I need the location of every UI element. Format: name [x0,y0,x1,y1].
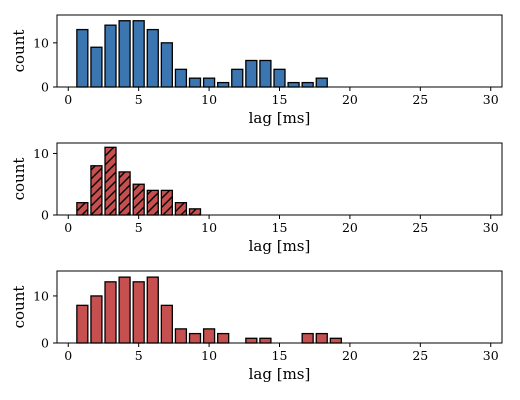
bar [160,304,173,344]
y-axis-label: count [10,30,28,73]
x-axis-label: lag [ms] [249,237,311,255]
bar [90,46,103,88]
bar [160,42,173,88]
bar [301,81,314,88]
bar [231,68,244,88]
x-axis-label: lag [ms] [249,365,311,383]
bar [118,276,131,344]
bar [76,28,89,88]
bar [217,81,230,88]
bar [146,276,159,344]
x-tick-label: 20 [342,220,358,235]
bar [188,332,202,344]
x-axis-label: lag [ms] [249,109,311,127]
bar [104,281,117,344]
y-tick-label: 0 [41,208,49,223]
bar-hatch [76,202,88,215]
bar [146,28,159,88]
x-tick-label: 0 [64,92,72,107]
histogram-panel-3: 0 5 10 15 20 25 30 0 10 lag [ms] count [10,270,503,383]
bar [315,332,328,344]
x-tick-label: 15 [272,220,288,235]
bar-hatch [175,202,187,215]
x-tick-label: 10 [201,92,217,107]
bar [329,337,342,344]
bar [301,332,314,344]
bar [202,328,216,344]
y-axis-label: count [10,286,28,329]
bar [90,295,103,344]
histogram-panel-2: 0 5 10 15 20 25 30 0 10 lag [ms] count [10,142,503,255]
bar [259,59,272,88]
x-tick-label: 5 [135,92,143,107]
bar [118,20,131,88]
x-tick-label: 30 [483,220,499,235]
x-tick-label: 20 [342,92,358,107]
x-tick-label: 25 [412,348,428,363]
y-axis-label: count [10,158,28,201]
histogram-panel-1: 0 5 10 15 20 25 30 0 10 lag [ms] count [10,14,503,127]
bar [202,77,216,88]
x-tick-label: 25 [412,220,428,235]
bar-hatch [119,171,131,215]
bar-hatch [90,165,102,215]
bar [174,328,188,344]
y-tick-label: 10 [33,35,49,50]
x-tick-label: 5 [135,348,143,363]
x-tick-label: 20 [342,348,358,363]
bar [245,337,258,344]
x-tick-label: 5 [135,220,143,235]
bar [287,81,300,88]
bar [315,77,328,88]
x-tick-label: 10 [201,220,217,235]
bar [76,304,89,344]
bar-hatch [133,184,145,215]
bar-hatch [147,190,159,215]
bar-hatch [105,147,117,215]
bar [104,24,117,88]
bar [245,59,258,88]
x-tick-label: 25 [412,92,428,107]
y-tick-label: 10 [33,146,49,161]
x-tick-label: 30 [483,92,499,107]
x-tick-label: 15 [272,92,288,107]
y-tick-label: 0 [41,336,49,351]
y-tick-label: 0 [41,80,49,95]
bar [188,77,202,88]
bar [132,20,145,88]
x-tick-label: 30 [483,348,499,363]
bar-hatch [161,190,173,215]
bar [273,68,286,88]
bar [132,281,145,344]
x-tick-label: 0 [64,220,72,235]
bar [174,68,188,88]
y-tick-label: 10 [33,288,49,303]
bar [259,337,272,344]
bar [217,332,230,344]
x-tick-label: 10 [201,348,217,363]
x-tick-label: 0 [64,348,72,363]
bar-hatch [189,208,201,215]
x-tick-label: 15 [272,348,288,363]
